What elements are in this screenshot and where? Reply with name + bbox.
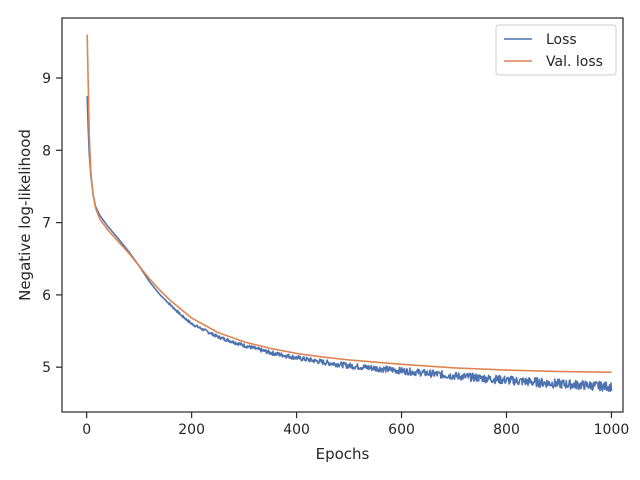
x-tick-label: 200 xyxy=(178,422,205,438)
y-tick-label: 6 xyxy=(42,288,51,304)
legend-label-1: Loss xyxy=(546,32,577,48)
x-tick-label: 1000 xyxy=(594,422,630,438)
series-line-2 xyxy=(86,34,612,374)
axis-ticks: 0 200 400 600 800 1000 5 6 7 8 9 xyxy=(42,71,629,438)
legend-label-2: Val. loss xyxy=(546,54,603,70)
x-tick-label: 800 xyxy=(493,422,520,438)
y-axis-title: Negative log-likelihood xyxy=(16,129,34,301)
y-tick-label: 9 xyxy=(42,71,51,87)
y-tick-label: 7 xyxy=(42,216,51,232)
legend: Loss Val. loss xyxy=(495,24,617,76)
series-lines xyxy=(86,34,613,392)
legend-frame xyxy=(495,24,617,76)
y-tick-label: 5 xyxy=(42,360,51,376)
x-tick-label: 400 xyxy=(283,422,310,438)
series-line-1 xyxy=(86,96,613,392)
x-tick-label: 0 xyxy=(82,422,91,438)
plot-frame xyxy=(61,17,624,413)
y-tick-label: 8 xyxy=(42,143,51,159)
x-tick-label: 600 xyxy=(388,422,415,438)
x-axis-title: Epochs xyxy=(316,445,370,463)
